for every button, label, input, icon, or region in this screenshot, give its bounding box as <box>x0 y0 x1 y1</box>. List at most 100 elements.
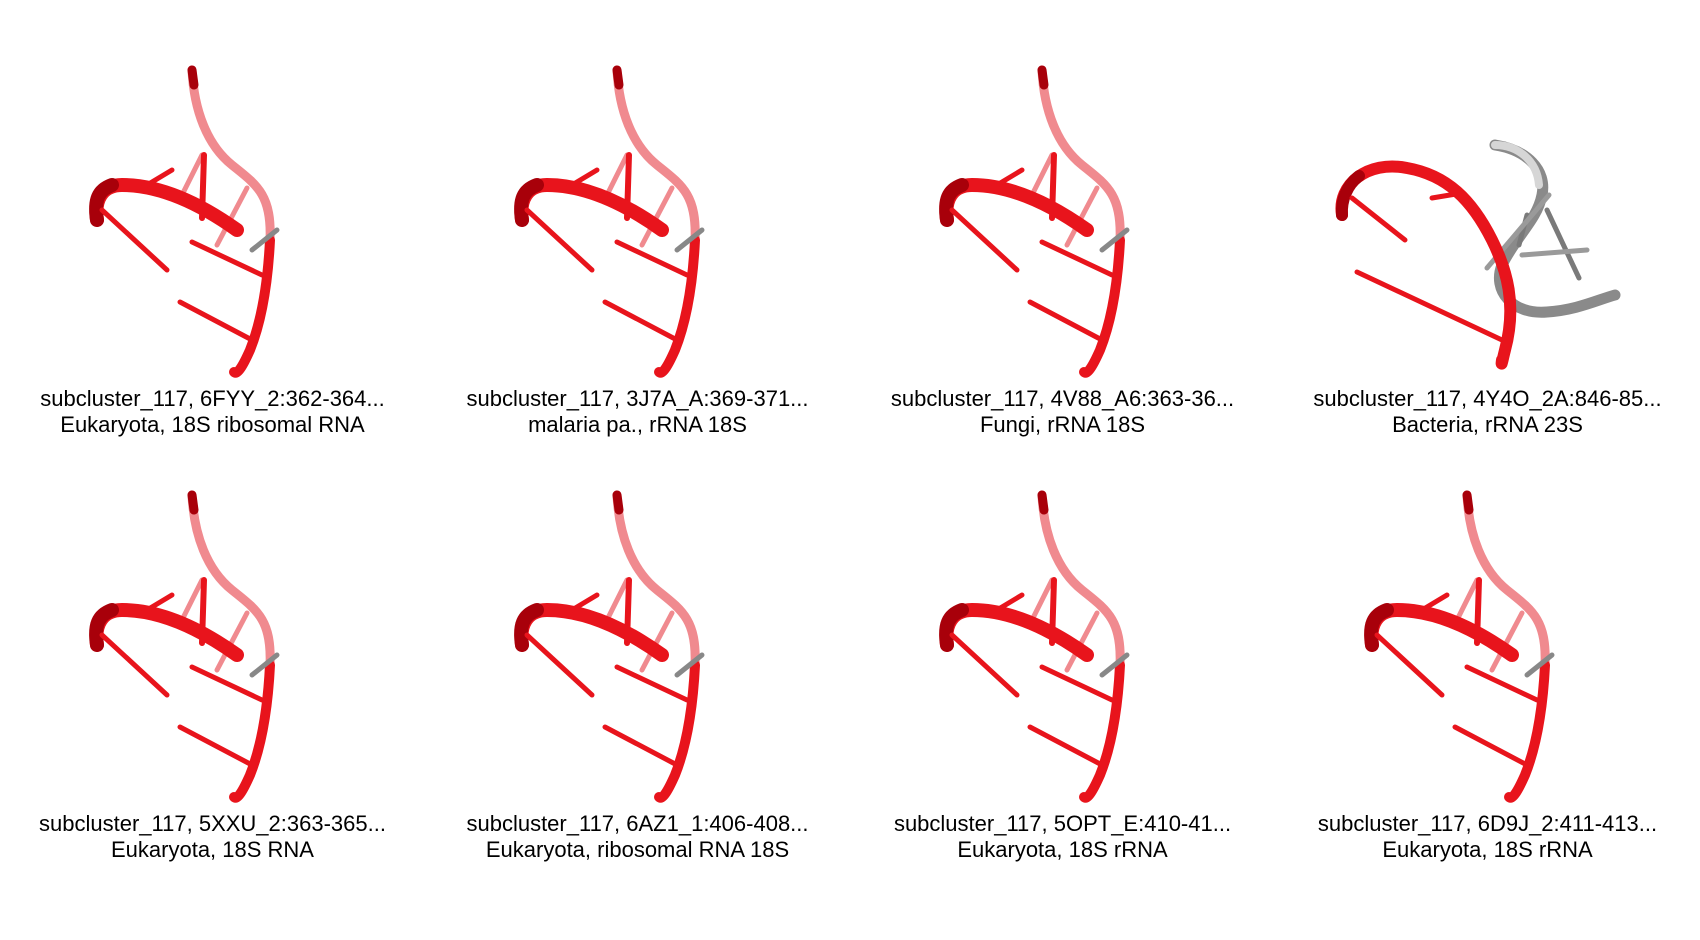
panel-subtitle: Eukaryota, 18S rRNA <box>957 837 1168 862</box>
rna-strand-segment <box>564 167 600 191</box>
rna-strand-segment <box>564 592 600 616</box>
rna-strand-segment <box>602 724 680 768</box>
panel-6az1: subcluster_117, 6AZ1_1:406-408... Eukary… <box>425 425 850 895</box>
rna-strand-segment <box>524 632 595 698</box>
panel-title: subcluster_117, 6D9J_2:411-413... <box>1317 811 1658 836</box>
rna-strand-segment <box>1464 664 1540 703</box>
panel-5opt: subcluster_117, 5OPT_E:410-41... Eukaryo… <box>850 425 1275 895</box>
panel-5xxu: subcluster_117, 5XXU_2:363-365... Eukary… <box>0 425 425 895</box>
rna-strand-segment <box>89 178 119 227</box>
panel-caption: subcluster_117, 5OPT_E:410-41... Eukaryo… <box>850 811 1275 863</box>
panel-caption: subcluster_117, 6AZ1_1:406-408... Eukary… <box>425 811 850 863</box>
panel-6fyy: subcluster_117, 6FYY_2:362-364... Eukary… <box>0 0 425 470</box>
rna-strand-segment <box>949 632 1020 698</box>
rna-strand-segment <box>229 660 275 803</box>
rna-strand-segment <box>99 632 170 698</box>
rna-strand-segment <box>989 167 1025 191</box>
rna-strand-segment <box>939 603 969 652</box>
panel-subtitle: Fungi, rRNA 18S <box>979 412 1146 437</box>
rna-strand-segment <box>214 185 250 248</box>
rna-strand-segment <box>1462 490 1550 670</box>
rna-strand-segment <box>1029 577 1055 623</box>
panel-caption: subcluster_117, 4Y4O_2A:846-85... Bacter… <box>1275 386 1700 438</box>
panel-4v88: subcluster_117, 4V88_A6:363-36... Fungi,… <box>850 0 1275 470</box>
rna-strand-segment <box>614 664 690 703</box>
panel-title: subcluster_117, 5OPT_E:410-41... <box>893 811 1232 836</box>
rna-strand-segment <box>1039 239 1115 278</box>
panel-3j7a: subcluster_117, 3J7A_A:369-371... malari… <box>425 0 850 470</box>
rna-strand-segment <box>1037 490 1049 515</box>
panel-caption: subcluster_117, 6D9J_2:411-413... Eukary… <box>1275 811 1700 863</box>
rna-strand-segment <box>674 227 705 253</box>
panel-6d9j: subcluster_117, 6D9J_2:411-413... Eukary… <box>1275 425 1700 895</box>
rna-strand-segment <box>179 577 205 623</box>
panel-title: subcluster_117, 4Y4O_2A:846-85... <box>1313 386 1662 411</box>
rna-strand-segment <box>99 207 170 273</box>
panel-title: subcluster_117, 5XXU_2:363-365... <box>39 811 386 836</box>
rna-strand-segment <box>1489 610 1525 673</box>
rna-strand-segment <box>1099 227 1130 253</box>
rna-strand-segment <box>177 299 255 343</box>
rna-strand-segment <box>654 660 700 803</box>
rna-structure-4v88 <box>939 65 1130 378</box>
rna-strand-segment <box>1524 652 1555 678</box>
panel-title: subcluster_117, 4V88_A6:363-36... <box>890 386 1235 411</box>
panel-subtitle: Eukaryota, ribosomal RNA 18S <box>485 837 790 862</box>
panel-4y4o: subcluster_117, 4Y4O_2A:846-85... Bacter… <box>1275 0 1700 470</box>
rna-strand-segment <box>612 490 624 515</box>
panel-subtitle: Eukaryota, 18S RNA <box>111 837 314 862</box>
panel-subtitle: malaria pa., rRNA 18S <box>528 412 747 437</box>
rna-strand-segment <box>514 603 544 652</box>
rna-strand-segment <box>514 178 544 227</box>
rna-structure-4y4o <box>1335 139 1621 370</box>
rna-strand-segment <box>612 65 700 245</box>
rna-strand-segment <box>214 610 250 673</box>
rna-structure-6d9j <box>1364 490 1555 803</box>
rna-structure-6az1 <box>514 490 705 803</box>
panel-caption: subcluster_117, 4V88_A6:363-36... Fungi,… <box>850 386 1275 438</box>
panel-title: subcluster_117, 6FYY_2:362-364... <box>40 386 385 411</box>
rna-strand-segment <box>674 652 705 678</box>
rna-strand-segment <box>1414 592 1450 616</box>
rna-strand-segment <box>989 592 1025 616</box>
rna-strand-segment <box>1452 724 1530 768</box>
rna-strand-segment <box>189 664 265 703</box>
rna-strand-segment <box>639 185 675 248</box>
rna-strand-segment <box>1037 65 1125 245</box>
rna-strand-segment <box>1064 185 1100 248</box>
rna-strand-segment <box>1454 577 1480 623</box>
rna-strand-segment <box>179 152 205 198</box>
rna-strand-segment <box>1027 299 1105 343</box>
rna-strand-segment <box>654 235 700 378</box>
rna-strand-segment <box>614 239 690 278</box>
rna-strand-segment <box>139 592 175 616</box>
panel-caption: subcluster_117, 6FYY_2:362-364... Eukary… <box>0 386 425 438</box>
rna-strand-segment <box>177 724 255 768</box>
rna-strand-segment <box>187 65 275 245</box>
rna-strand-segment <box>1029 152 1055 198</box>
rna-structure-6fyy <box>89 65 280 378</box>
rna-strand-segment <box>1099 652 1130 678</box>
rna-strand-segment <box>1037 65 1049 90</box>
rna-strand-segment <box>187 65 199 90</box>
rna-strand-segment <box>1079 235 1125 378</box>
rna-strand-segment <box>89 603 119 652</box>
panel-title: subcluster_117, 3J7A_A:369-371... <box>466 386 809 411</box>
rna-strand-segment <box>1079 660 1125 803</box>
rna-strand-segment <box>187 490 275 670</box>
rna-strand-segment <box>187 490 199 515</box>
rna-strand-segment <box>939 178 969 227</box>
rna-strand-segment <box>1064 610 1100 673</box>
rna-strand-segment <box>604 152 630 198</box>
rna-strand-segment <box>1037 490 1125 670</box>
panel-subtitle: Eukaryota, 18S ribosomal RNA <box>60 412 365 437</box>
rna-strand-segment <box>524 207 595 273</box>
rna-strand-segment <box>1364 603 1394 652</box>
rna-strand-segment <box>1374 632 1445 698</box>
rna-structure-5opt <box>939 490 1130 803</box>
rna-strand-segment <box>1039 664 1115 703</box>
rna-strand-segment <box>604 577 630 623</box>
rna-strand-segment <box>1027 724 1105 768</box>
panel-title: subcluster_117, 6AZ1_1:406-408... <box>466 811 809 836</box>
rna-strand-segment <box>639 610 675 673</box>
